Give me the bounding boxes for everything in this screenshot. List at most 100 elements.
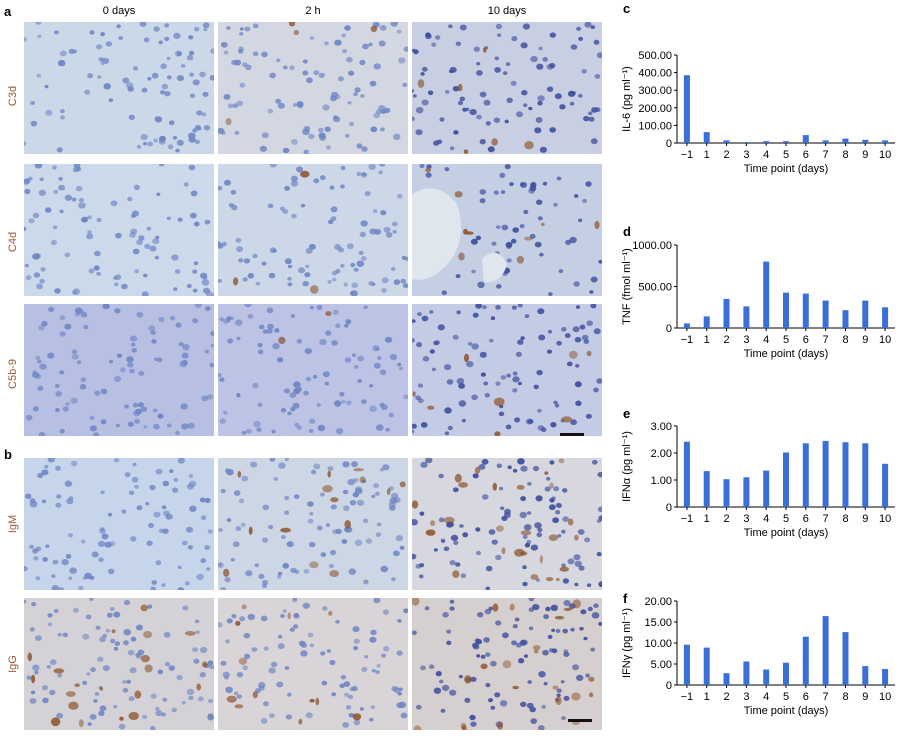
cell-nucleus (469, 714, 476, 721)
cell-nucleus (292, 103, 297, 107)
cell-nucleus (309, 541, 316, 548)
cell-nucleus (567, 90, 576, 97)
cell-nucleus (485, 121, 491, 126)
cell-nucleus (78, 202, 86, 209)
cell-nucleus (413, 49, 419, 55)
cell-nucleus (173, 32, 181, 39)
cell-nucleus (284, 458, 289, 461)
cell-nucleus (243, 258, 251, 264)
cell-nucleus (236, 336, 241, 341)
cell-nucleus (322, 371, 330, 378)
cell-nucleus (227, 338, 234, 344)
cell-nucleus (126, 679, 131, 684)
cell-nucleus (456, 310, 461, 315)
cell-nucleus (153, 357, 158, 361)
stain-spot (512, 685, 519, 690)
stain-spot (225, 118, 232, 126)
cell-nucleus (373, 598, 381, 604)
cell-nucleus (528, 419, 534, 424)
cell-nucleus (108, 98, 114, 103)
cell-nucleus (415, 563, 422, 569)
cell-nucleus (30, 101, 35, 105)
cell-nucleus (171, 254, 179, 261)
cell-nucleus (351, 282, 358, 288)
cell-nucleus (416, 704, 422, 710)
x-tick-label-c: 9 (862, 149, 868, 161)
cell-nucleus (47, 352, 55, 359)
cell-nucleus (168, 120, 175, 126)
cell-nucleus (471, 269, 476, 274)
cell-nucleus (30, 690, 36, 695)
cell-nucleus (35, 576, 41, 581)
cell-nucleus (476, 654, 481, 658)
stain-spot (370, 25, 378, 33)
stain-spot (31, 674, 36, 684)
cell-nucleus (556, 176, 562, 181)
cell-nucleus (147, 141, 154, 147)
bar-c-6 (802, 135, 809, 143)
cell-nucleus (520, 182, 528, 188)
bar-d-7 (822, 300, 829, 328)
cell-nucleus (196, 573, 204, 581)
cell-nucleus (300, 650, 308, 657)
cell-nucleus (60, 115, 65, 120)
cell-nucleus (353, 92, 358, 97)
bar-c-4 (763, 141, 770, 143)
stain-spot (482, 47, 487, 53)
cell-nucleus (163, 510, 170, 517)
cell-nucleus (158, 138, 166, 145)
cell-nucleus (526, 511, 532, 515)
cell-nucleus (186, 688, 195, 696)
cell-nucleus (236, 246, 244, 253)
cell-nucleus (138, 371, 145, 376)
stain-spot (464, 675, 472, 684)
cell-nucleus (132, 248, 140, 255)
cell-nucleus (245, 570, 253, 577)
bar-c-3 (743, 142, 750, 143)
cell-nucleus (282, 65, 288, 70)
cell-nucleus (267, 108, 274, 114)
cell-nucleus (534, 127, 542, 134)
cell-nucleus (124, 404, 129, 409)
cell-nucleus (381, 288, 387, 293)
cell-nucleus (344, 357, 352, 363)
stain-spot (238, 657, 248, 665)
stain-spot (202, 661, 208, 668)
cell-nucleus (204, 349, 210, 354)
cell-nucleus (561, 716, 566, 721)
vessel-lumen (412, 188, 507, 283)
cell-nucleus (244, 304, 252, 308)
cell-nucleus (585, 413, 592, 419)
cell-nucleus (495, 620, 502, 626)
cell-nucleus (271, 429, 276, 434)
stain-spot (344, 520, 351, 529)
cell-nucleus (291, 139, 298, 145)
cell-nucleus (329, 659, 336, 666)
cell-nucleus (114, 458, 120, 463)
cell-nucleus (239, 616, 245, 622)
cell-nucleus (385, 427, 390, 432)
stain-spot (545, 577, 554, 582)
stain-spot (524, 141, 534, 150)
cell-nucleus (39, 278, 45, 284)
stain-spot (461, 725, 467, 730)
cell-nucleus (174, 269, 181, 274)
cell-nucleus (188, 35, 194, 40)
cell-nucleus (189, 505, 197, 512)
x-tick-label-d: −1 (681, 334, 694, 346)
cell-nucleus (535, 117, 543, 123)
cell-nucleus (357, 355, 365, 362)
cell-nucleus (82, 576, 88, 580)
cell-nucleus (232, 541, 240, 548)
cell-nucleus (71, 353, 79, 360)
micrograph-igg-10-days (412, 598, 602, 730)
row-label-igg: IgG (7, 655, 19, 673)
cell-nucleus (200, 646, 208, 654)
cell-nucleus (36, 73, 42, 78)
cell-nucleus (65, 402, 70, 406)
cell-nucleus (177, 458, 185, 464)
cell-nucleus (364, 655, 369, 659)
cell-nucleus (267, 203, 274, 209)
cell-nucleus (435, 671, 442, 677)
cell-nucleus (282, 147, 290, 154)
